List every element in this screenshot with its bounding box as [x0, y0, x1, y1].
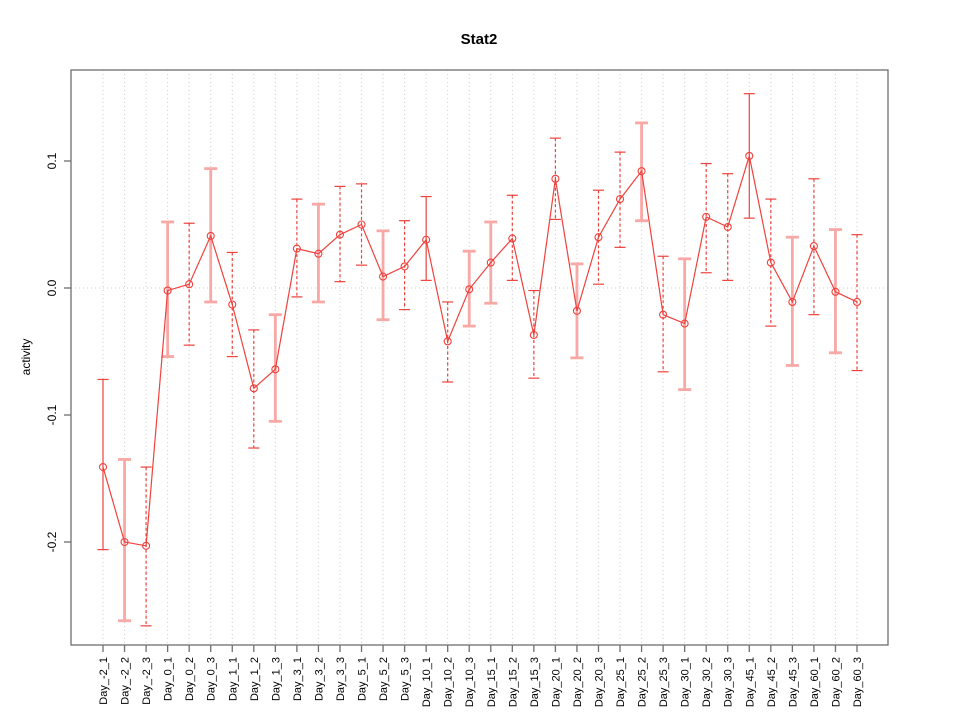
- data-point: [98, 463, 108, 472]
- data-point: [379, 272, 388, 281]
- x-tick-label: Day_45_2: [766, 657, 778, 707]
- x-tick-label: Day_10_2: [443, 657, 455, 707]
- x-tick-label: Day_5_1: [357, 657, 369, 701]
- data-point: [422, 235, 431, 244]
- x-tick-label: Day_1_3: [270, 657, 282, 701]
- x-tick-label: Day_0_2: [184, 657, 196, 701]
- x-tick-label: Day_0_3: [206, 657, 218, 701]
- x-tick-label: Day_20_3: [593, 657, 605, 707]
- y-tick-label: 0.0: [45, 279, 59, 296]
- chart-title: Stat2: [461, 31, 498, 48]
- x-tick-label: Day_15_3: [529, 657, 541, 707]
- x-tick-label: Day_20_2: [572, 657, 584, 707]
- y-tick-label: -0.2: [45, 531, 59, 552]
- x-tick-label: Day_30_1: [680, 657, 692, 707]
- series-line: [102, 155, 858, 547]
- data-point: [745, 151, 754, 160]
- data-point: [228, 300, 237, 309]
- x-tick-label: Day_1_1: [227, 657, 239, 701]
- x-tick-label: Day_-2_3: [141, 657, 153, 705]
- x-tick-label: Day_30_3: [723, 657, 735, 707]
- x-tick-label: Day_25_1: [615, 657, 627, 707]
- x-tick-label: Day_60_1: [809, 657, 821, 707]
- x-tick-label: Day_20_1: [550, 657, 562, 707]
- data-point: [163, 286, 172, 295]
- data-point: [723, 222, 732, 232]
- x-tick-label: Day_25_3: [658, 657, 670, 707]
- x-tick-label: Day_45_1: [744, 657, 756, 707]
- data-point: [831, 287, 840, 296]
- data-point: [271, 365, 280, 374]
- x-tick-label: Day_3_1: [292, 657, 304, 701]
- x-tick-label: Day_-2_2: [120, 657, 132, 705]
- data-point: [637, 167, 646, 176]
- data-point: [314, 249, 323, 258]
- data-point: [185, 280, 194, 289]
- data-point: [529, 330, 538, 340]
- data-point: [788, 297, 797, 307]
- x-tick-label: Day_3_3: [335, 657, 347, 701]
- data-point: [142, 541, 151, 550]
- data-point: [766, 258, 775, 267]
- x-tick-label: Day_5_2: [378, 657, 390, 701]
- data-point: [465, 285, 474, 294]
- x-tick-label: Day_60_2: [830, 657, 842, 707]
- data-point: [443, 337, 452, 346]
- x-tick-label: Day_-2_1: [98, 657, 110, 705]
- data-point: [551, 174, 560, 183]
- x-tick-label: Day_15_2: [507, 657, 519, 707]
- x-tick-label: Day_5_3: [400, 657, 412, 701]
- y-tick-label: 0.1: [45, 152, 59, 169]
- data-point: [335, 230, 345, 239]
- data-point: [594, 233, 603, 242]
- data-point: [659, 310, 668, 319]
- data-point: [292, 244, 301, 253]
- plot-layers: 0.1 0.0 -0.1 -0.2 Day_-2_1 Day_-2_2 Day_-2_3 Da…: [45, 69, 889, 707]
- x-tick-label: Day_60_3: [852, 657, 864, 707]
- y-tick-label: -0.1: [45, 404, 59, 425]
- data-point: [615, 195, 625, 204]
- data-point: [357, 220, 366, 229]
- data-point: [508, 234, 517, 243]
- data-point: [120, 537, 129, 547]
- data-point: [206, 231, 215, 240]
- data-point: [809, 242, 818, 251]
- x-tick-label: Day_25_2: [637, 657, 649, 707]
- x-tick-label: Day_15_1: [486, 657, 498, 707]
- data-point: [680, 319, 689, 328]
- x-tick-label: Day_1_2: [249, 657, 261, 701]
- x-tick-label: Day_30_2: [701, 657, 713, 707]
- x-tick-label: Day_45_3: [787, 657, 799, 707]
- data-point: [249, 384, 258, 393]
- x-tick-label: Day_3_2: [313, 657, 325, 701]
- x-tick-label: Day_0_1: [163, 657, 175, 701]
- data-point: [702, 212, 711, 221]
- y-axis-label: activity: [19, 339, 33, 376]
- plot-box: [70, 69, 889, 646]
- data-point: [852, 297, 862, 307]
- x-tick-label: Day_10_3: [464, 657, 476, 707]
- data-point: [400, 262, 409, 271]
- data-point: [486, 258, 495, 267]
- data-point: [572, 306, 581, 315]
- x-tick-label: Day_10_1: [421, 657, 433, 707]
